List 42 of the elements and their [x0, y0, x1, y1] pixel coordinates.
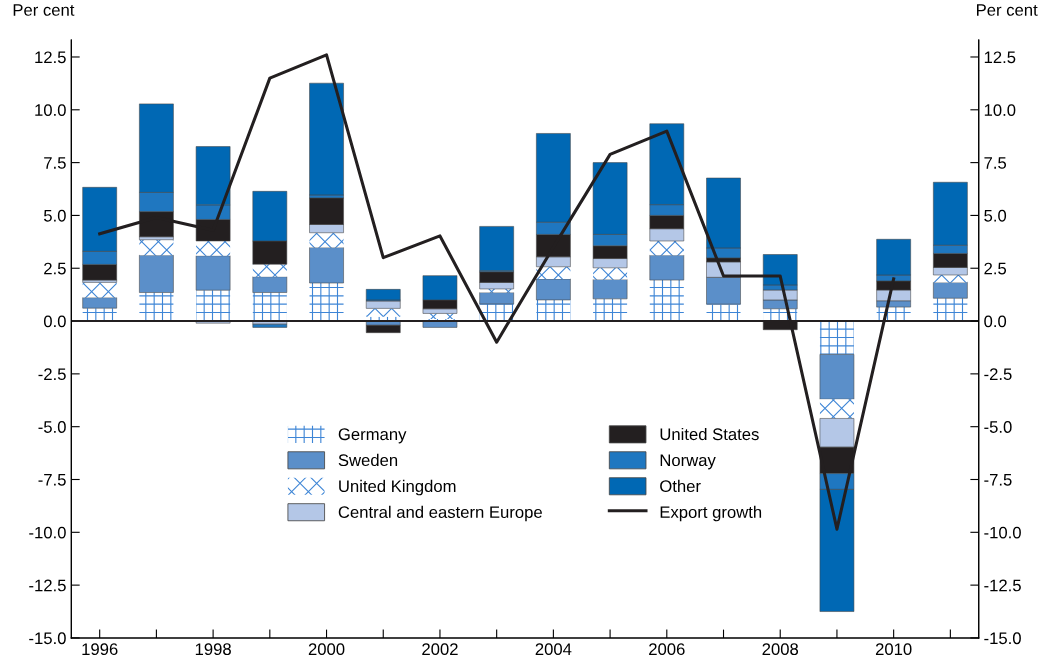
- legend-label: Sweden: [338, 453, 398, 467]
- x-tick-label: 2002: [422, 643, 458, 656]
- y2-tick-label: 10.0: [984, 104, 1016, 116]
- x-tick-label: 2010: [875, 643, 912, 656]
- x-tick-label: 2004: [535, 643, 572, 656]
- x-tick-label: 1996: [82, 643, 118, 656]
- y2-tick-label: 0.0: [984, 315, 1007, 328]
- y-tick-label: -5.0: [38, 421, 66, 433]
- y2-tick-label: -2.5: [984, 368, 1012, 381]
- y2-tick-label: -7.5: [984, 474, 1012, 486]
- legend-label: Export growth: [660, 505, 762, 522]
- y2-tick-label: -12.5: [984, 579, 1021, 592]
- y-tick-label: 2.5: [44, 262, 66, 275]
- y-tick-label: 12.5: [35, 51, 66, 64]
- y-tick-label: -7.5: [38, 474, 66, 486]
- x-tick-label: 2006: [649, 643, 685, 656]
- y-tick-label: 7.5: [44, 157, 66, 169]
- y-tick-label: 5.0: [43, 209, 66, 222]
- legend-label: Central and eastern Europe: [338, 505, 542, 522]
- y2-tick-label: 2.5: [984, 262, 1007, 275]
- legend-label: Germany: [338, 428, 407, 444]
- y-tick-label: -15.0: [29, 632, 66, 645]
- x-tick-label: 2008: [762, 643, 799, 656]
- x-tick-label: 1998: [195, 643, 231, 656]
- y-tick-label: -2.5: [38, 368, 66, 381]
- y2-tick-label: -15.0: [984, 632, 1021, 645]
- legend-label: United Kingdom: [339, 479, 456, 496]
- y2-tick-label: 5.0: [984, 209, 1007, 222]
- y2-axis-title: Per cent: [977, 4, 1038, 16]
- y2-tick-label: 12.5: [984, 51, 1016, 64]
- y2-tick-label: 7.5: [984, 157, 1007, 169]
- y-tick-label: 10.0: [35, 104, 66, 116]
- y-tick-label: -10.0: [29, 526, 66, 539]
- y2-tick-label: -10.0: [984, 526, 1021, 539]
- y2-tick-label: -5.0: [984, 421, 1012, 433]
- legend-label: Norway: [660, 454, 716, 470]
- legend-label: Other: [660, 479, 701, 493]
- y-tick-label: 0.0: [43, 315, 66, 328]
- x-tick-label: 2000: [308, 643, 345, 656]
- legend-label: United States: [660, 427, 759, 441]
- y-tick-label: -12.5: [29, 579, 66, 592]
- y-axis-title: Per cent: [13, 4, 75, 16]
